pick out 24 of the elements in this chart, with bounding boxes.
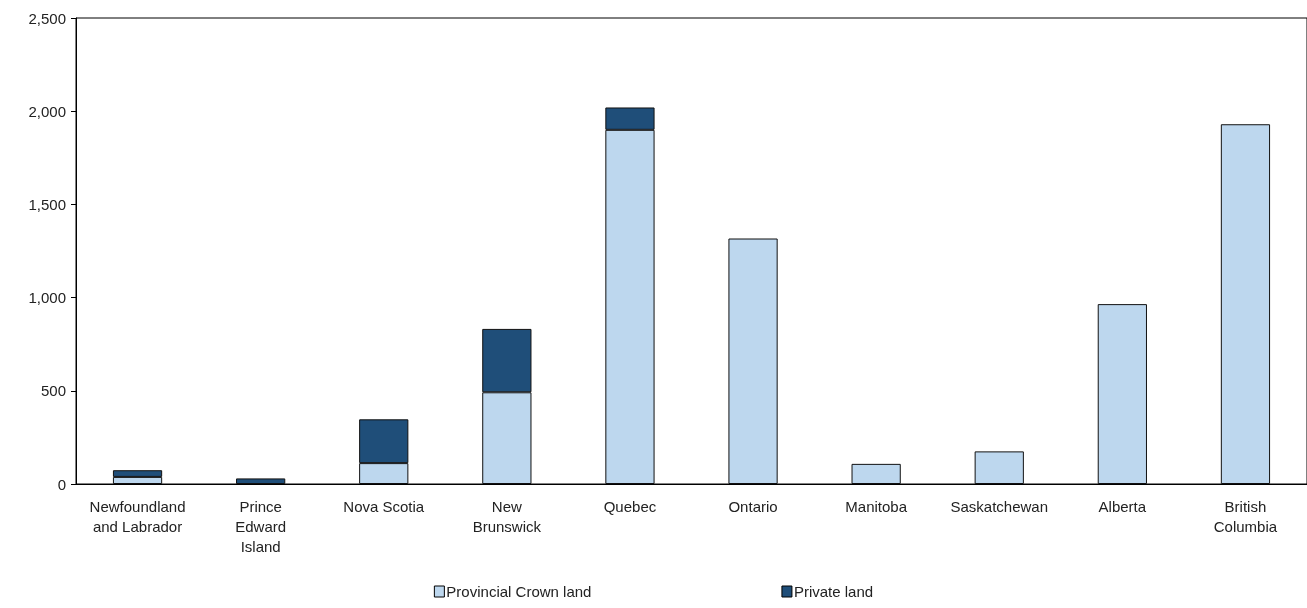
- x-tick-label: Newfoundland and Labrador: [89, 497, 186, 535]
- bar: [974, 451, 1024, 484]
- legend-label: Provincial Crown land: [446, 583, 592, 600]
- x-tick-label: Saskatchewan: [950, 497, 1049, 515]
- x-tick-label: British Columbia: [1213, 497, 1278, 535]
- y-tick-label: 2,500: [28, 9, 66, 27]
- x-tick-label: Quebec: [603, 497, 657, 515]
- x-tick-label: Ontario: [728, 497, 778, 515]
- y-tick-label: 1,000: [28, 289, 66, 307]
- bar: [1097, 304, 1147, 484]
- x-tick-label: Alberta: [1098, 497, 1147, 515]
- legend-label: Private land: [793, 583, 874, 600]
- bar: [728, 238, 778, 484]
- bar: [851, 463, 901, 484]
- bar: [1220, 124, 1271, 484]
- x-tick-label: New Brunswick: [472, 497, 542, 535]
- y-tick-label: 500: [40, 382, 66, 400]
- x-tick-label: Prince Edward Island: [235, 497, 287, 555]
- x-tick-label: Manitoba: [845, 497, 908, 515]
- y-tick-label: 1,500: [28, 195, 66, 213]
- y-tick-label: 0: [57, 475, 66, 493]
- y-tick-label: 2,000: [28, 102, 66, 120]
- x-tick-label: Nova Scotia: [343, 497, 425, 515]
- bar: [236, 478, 286, 484]
